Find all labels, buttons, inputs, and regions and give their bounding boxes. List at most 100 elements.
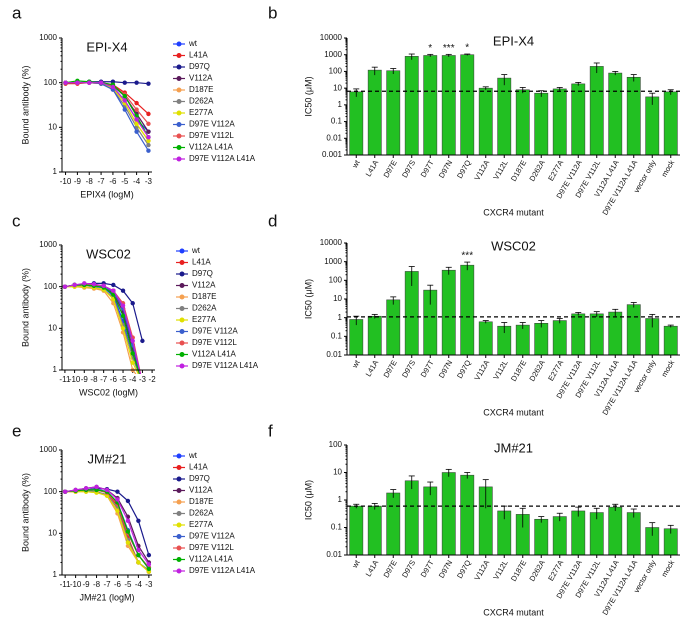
panel-label: f: [268, 421, 273, 440]
legend-label: V112A: [192, 281, 216, 290]
x-tick-label: -10: [60, 177, 72, 186]
legend-label: D262A: [189, 97, 214, 106]
y-tick-label: 100: [44, 78, 58, 87]
x-tick-label: D97Q: [455, 158, 473, 180]
point: [146, 111, 151, 117]
series: [62, 489, 152, 574]
bar: [460, 474, 475, 556]
legend-marker: [179, 283, 185, 288]
bar: [460, 54, 475, 156]
y-tick-label: 100: [44, 282, 58, 291]
point: [62, 489, 68, 494]
y-tick-label: 1: [53, 570, 58, 579]
x-tick-label: -8: [93, 580, 101, 589]
legend-label: V112A L41A: [189, 555, 234, 564]
bar: [645, 96, 660, 156]
y-tick-label: 10: [48, 323, 57, 332]
curve: [65, 486, 150, 565]
legend-label: L41A: [189, 463, 208, 472]
curve: [65, 491, 150, 573]
panel-label: c: [12, 211, 21, 230]
point: [75, 80, 80, 85]
point: [146, 121, 151, 126]
y-tick-label: 0.1: [331, 331, 343, 340]
x-tick-label: -2: [149, 375, 157, 384]
bar: [497, 77, 512, 156]
series: [62, 281, 142, 374]
series: [62, 488, 152, 573]
chart-title: JM#21: [87, 451, 126, 466]
legend-marker: [176, 499, 182, 505]
point: [91, 281, 97, 287]
bar: [515, 324, 530, 356]
x-tick-label: -4: [133, 177, 141, 186]
x-tick-label: -6: [114, 580, 122, 589]
y-axis-label: Bound antibody (%): [20, 65, 30, 144]
legend-label: D187E: [189, 85, 213, 94]
legend-label: D97E V112A L41A: [189, 566, 256, 575]
point: [101, 283, 106, 288]
point: [146, 81, 151, 86]
x-tick-label: D97E: [382, 558, 399, 579]
point: [140, 338, 145, 344]
legend-marker: [176, 557, 182, 562]
bar: [404, 56, 419, 156]
x-tick-label: L41A: [364, 358, 381, 378]
legend-marker: [176, 122, 182, 127]
series: [62, 486, 152, 570]
legend-marker: [179, 317, 185, 323]
point: [63, 80, 68, 85]
y-tick-label: 100: [329, 275, 343, 284]
legend-label: wt: [191, 246, 201, 255]
bar: [423, 486, 438, 556]
legend-marker: [179, 340, 185, 346]
y-tick-label: 100: [44, 487, 58, 496]
x-tick-label: wt: [350, 558, 363, 571]
x-tick-label: D262A: [527, 158, 546, 182]
bar: [663, 325, 678, 356]
legend-marker: [176, 87, 182, 93]
legend-label: E277A: [189, 520, 214, 529]
point: [73, 487, 78, 493]
x-tick-label: D97T: [419, 358, 436, 379]
x-tick-label: V112A: [472, 558, 491, 582]
point: [115, 508, 120, 513]
point: [136, 552, 141, 558]
bar: [349, 91, 364, 156]
y-tick-label: 1000: [39, 445, 57, 454]
point: [125, 498, 131, 504]
legend-label: wt: [188, 451, 198, 460]
y-tick-label: 100: [329, 67, 343, 76]
bar: [608, 72, 623, 156]
x-axis-label: EPIX4 (logM): [80, 189, 134, 199]
legend-label: V112A: [189, 74, 213, 83]
legend-marker: [179, 352, 185, 357]
legend-label: D97Q: [192, 269, 213, 278]
annotation: *: [428, 43, 432, 54]
point: [104, 487, 110, 493]
x-tick-label: D187E: [509, 158, 528, 182]
legend-label: V112A: [189, 486, 213, 495]
x-tick-label: E277A: [546, 558, 565, 582]
legend-marker: [176, 133, 182, 139]
point: [130, 301, 135, 306]
panel-label: a: [12, 3, 22, 22]
point: [146, 566, 152, 572]
bar: [589, 313, 604, 356]
x-tick-label: D187E: [509, 558, 528, 582]
bar: [367, 69, 382, 156]
x-tick-label: D97S: [400, 558, 417, 579]
legend-label: E277A: [192, 315, 217, 324]
bar: [386, 299, 401, 356]
y-tick-label: 1000: [39, 240, 57, 249]
y-tick-label: 0.1: [331, 523, 343, 532]
legend-marker: [176, 522, 182, 528]
point: [120, 303, 126, 308]
chart-title: WSC02: [86, 246, 131, 261]
y-tick-label: 10: [333, 468, 342, 477]
point: [98, 80, 104, 85]
x-tick-label: V112A: [472, 358, 491, 382]
legend-marker: [179, 363, 185, 369]
x-tick-label: D97T: [419, 158, 436, 179]
point: [130, 338, 135, 344]
